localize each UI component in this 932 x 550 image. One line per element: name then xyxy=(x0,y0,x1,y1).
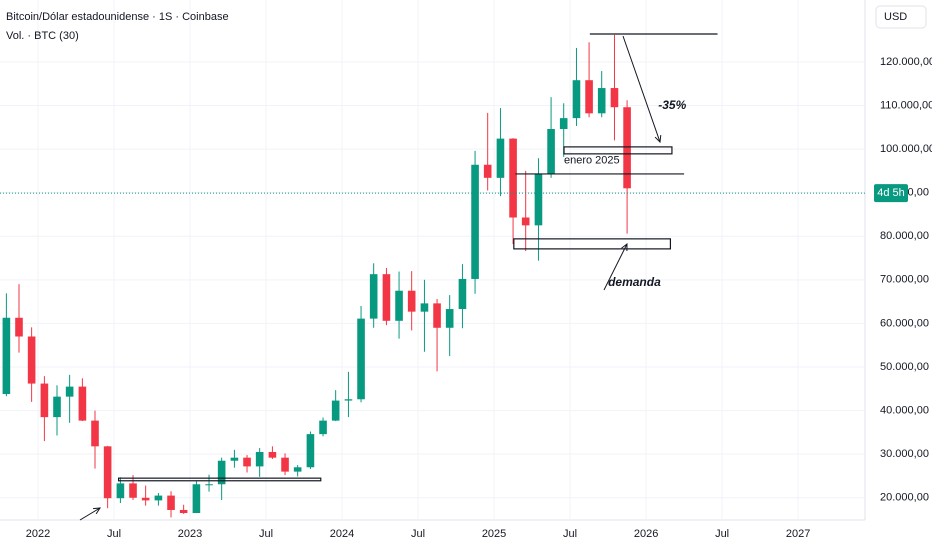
candle-body xyxy=(319,420,327,435)
candle-body xyxy=(306,434,315,468)
candle-body xyxy=(585,80,593,114)
y-tick-label: 40.000,00 xyxy=(880,405,929,417)
x-tick-label: 2027 xyxy=(786,528,810,540)
x-tick-label: Jul xyxy=(259,528,273,540)
annotation: enero 2025 xyxy=(564,155,620,167)
candle-body xyxy=(255,452,264,467)
x-tick-label: Jul xyxy=(411,528,425,540)
candle-body xyxy=(483,164,492,178)
candle-body xyxy=(344,399,353,401)
candle-body xyxy=(369,274,378,319)
candle-body xyxy=(559,118,568,130)
candle-body xyxy=(572,80,581,119)
y-tick-label: 70.000,00 xyxy=(880,274,929,286)
candle-body xyxy=(116,483,125,499)
currency-box[interactable] xyxy=(875,5,927,29)
candle-body xyxy=(205,484,213,486)
candle-body xyxy=(471,164,479,279)
candle-body xyxy=(91,420,99,447)
candle-body xyxy=(230,457,239,461)
y-tick-label: 80.000,00 xyxy=(880,230,929,242)
candle-body xyxy=(217,460,226,485)
y-tick-label: 100.000,00 xyxy=(880,143,932,155)
x-tick-label: Jul xyxy=(563,528,577,540)
currency[interactable]: USD xyxy=(884,11,907,23)
candle-body xyxy=(534,174,543,226)
y-tick-label: 110.000,00 xyxy=(880,99,932,111)
grid xyxy=(0,0,865,520)
candle-body xyxy=(458,278,467,310)
x-tick-label: 2025 xyxy=(482,528,506,540)
candle-body xyxy=(53,396,61,418)
level-box xyxy=(513,238,672,250)
arrow xyxy=(79,507,101,521)
arrow-head xyxy=(654,134,662,144)
level-box xyxy=(563,146,673,155)
y-tick-label: 60.000,00 xyxy=(880,317,929,329)
candle-body xyxy=(268,452,277,458)
candle-body xyxy=(154,495,163,501)
candle-body xyxy=(192,484,201,514)
candle-body xyxy=(78,386,87,421)
annotation: -35% xyxy=(658,98,686,112)
annotation: demanda xyxy=(608,275,661,289)
candle-body xyxy=(509,138,517,218)
candle-body xyxy=(141,497,150,501)
candle-body xyxy=(27,336,36,384)
candle-body xyxy=(597,88,606,114)
candle-body xyxy=(40,383,49,418)
candle-body xyxy=(547,129,555,175)
arrow-head xyxy=(92,507,101,515)
candle-body xyxy=(395,290,403,321)
candle-body xyxy=(293,467,302,472)
candle-body xyxy=(179,509,188,514)
candle-body xyxy=(2,317,11,395)
candle-body xyxy=(167,495,175,510)
countdown: 4d 5h xyxy=(877,187,905,199)
arrow xyxy=(603,243,628,291)
candle-body xyxy=(433,303,441,328)
chart-subtitle: Vol. · BTC (30) xyxy=(6,30,79,42)
candle-body xyxy=(103,446,112,499)
candle-body xyxy=(129,483,137,498)
candle-body xyxy=(445,309,454,328)
candle-body xyxy=(243,457,251,467)
candle-body xyxy=(281,457,289,472)
drawings: -35% enero 2025 demanda xyxy=(0,33,865,521)
arrow-head xyxy=(621,242,628,252)
candle-body xyxy=(623,107,631,189)
candle-body xyxy=(357,318,365,400)
candle-body xyxy=(331,400,340,421)
y-tick-label: 120.000,00 xyxy=(880,56,932,68)
candle-body xyxy=(521,217,530,226)
candle-body xyxy=(65,386,74,397)
candle-body xyxy=(496,138,505,178)
x-tick-label: 2024 xyxy=(330,528,354,540)
y-tick-label: 20.000,00 xyxy=(880,492,929,504)
level-box xyxy=(117,477,322,482)
countdown-badge xyxy=(874,184,908,203)
x-tick-label: Jul xyxy=(715,528,729,540)
y-tick-label: 30.000,00 xyxy=(880,448,929,460)
candle-body xyxy=(420,303,429,312)
arrow xyxy=(622,35,661,143)
candle-body xyxy=(610,88,619,108)
candle-body xyxy=(15,317,23,337)
chart-title: Bitcoin/Dólar estadounidense · 1S · Coin… xyxy=(6,11,229,23)
candle-body xyxy=(407,290,416,312)
y-tick-label: 50.000,00 xyxy=(880,361,929,373)
x-tick-label: 2026 xyxy=(634,528,658,540)
candle-body xyxy=(382,274,391,321)
x-tick-label: Jul xyxy=(107,528,121,540)
x-tick-label: 2022 xyxy=(26,528,50,540)
x-tick-label: 2023 xyxy=(178,528,202,540)
